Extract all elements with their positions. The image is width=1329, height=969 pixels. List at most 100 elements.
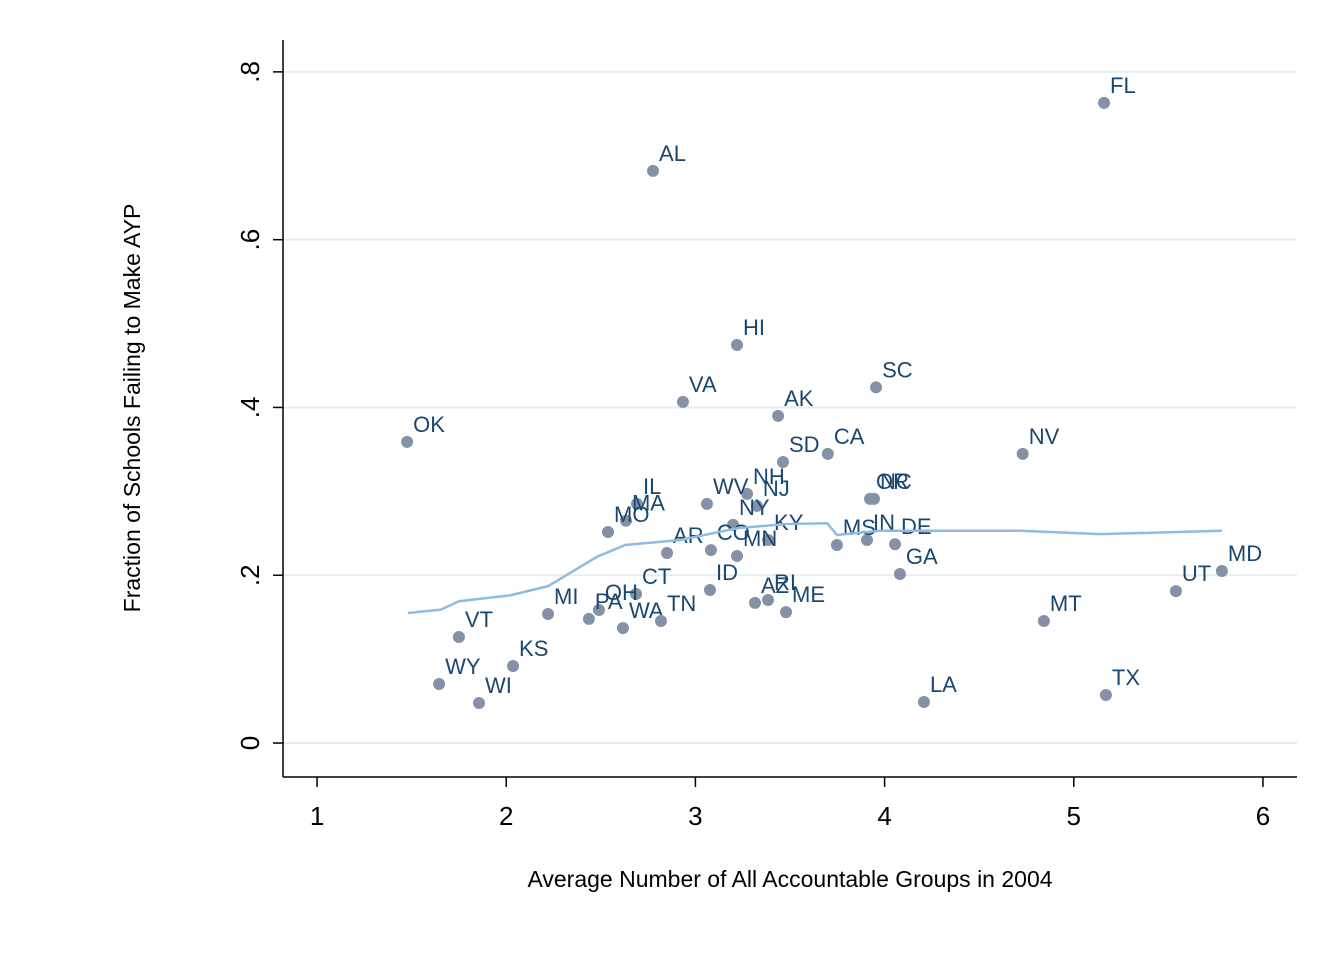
point-label: NC — [880, 469, 912, 494]
point — [582, 612, 595, 625]
point — [860, 534, 873, 547]
point-label: DE — [901, 514, 932, 539]
point-label: NJ — [763, 476, 790, 501]
point — [870, 381, 883, 394]
point — [704, 544, 717, 557]
point — [772, 409, 785, 422]
point — [1215, 565, 1228, 578]
point-label: MA — [632, 491, 665, 516]
point — [700, 497, 713, 510]
x-tick-label: 5 — [1067, 801, 1081, 831]
point-label: CO — [717, 520, 750, 545]
point — [749, 596, 762, 609]
x-tick-label: 4 — [877, 801, 891, 831]
point — [1016, 447, 1029, 460]
point — [830, 539, 843, 552]
y-tick-label: .2 — [235, 564, 265, 586]
point — [731, 549, 744, 562]
point-label: MN — [743, 526, 777, 551]
point-label: FL — [1110, 73, 1136, 98]
point-label: CA — [834, 424, 865, 449]
y-axis-title: Fraction of Schools Failing to Make AYP — [119, 204, 145, 613]
point — [821, 447, 834, 460]
point-label: IN — [873, 510, 895, 535]
point-label: OR — [876, 469, 909, 494]
point-label: UT — [1182, 561, 1211, 586]
y-tick-label: .6 — [235, 229, 265, 251]
point-label: NY — [739, 495, 770, 520]
point-label: MI — [554, 584, 578, 609]
point-label: MO — [614, 502, 649, 527]
point-label: MS — [843, 515, 876, 540]
point-label: PA — [595, 589, 623, 614]
x-tick-label: 2 — [499, 801, 513, 831]
y-tick-label: .4 — [235, 397, 265, 419]
point-label: AZ — [761, 573, 789, 598]
point — [630, 497, 643, 510]
point-label: MD — [1228, 541, 1262, 566]
point-label: OH — [605, 580, 638, 605]
point — [507, 660, 520, 673]
point — [703, 584, 716, 597]
x-tick-label: 6 — [1256, 801, 1270, 831]
point-label: TN — [667, 591, 696, 616]
point-label: WV — [713, 474, 749, 499]
x-tick-label: 1 — [310, 801, 324, 831]
point-label: HI — [743, 315, 765, 340]
point-label: OK — [413, 412, 445, 437]
point-label: TX — [1112, 665, 1140, 690]
point — [741, 487, 754, 500]
point-label: CT — [642, 564, 671, 589]
point-label: KY — [774, 510, 804, 535]
point — [654, 614, 667, 627]
point-label: AL — [659, 141, 686, 166]
point-label: NV — [1029, 424, 1060, 449]
x-tick-label: 3 — [688, 801, 702, 831]
point-label: WY — [445, 654, 481, 679]
point — [616, 622, 629, 635]
point — [1169, 585, 1182, 598]
fit-line — [407, 521, 1222, 615]
point — [472, 697, 485, 710]
point-label: ID — [716, 560, 738, 585]
point — [1037, 614, 1050, 627]
point-label: VT — [465, 607, 493, 632]
y-tick-label: 0 — [235, 736, 265, 750]
point — [762, 534, 775, 547]
point — [762, 593, 775, 606]
point — [602, 525, 615, 538]
point-label: AK — [784, 386, 814, 411]
point — [888, 538, 901, 551]
point — [676, 395, 689, 408]
point-label: MT — [1050, 591, 1082, 616]
point — [1099, 689, 1112, 702]
point — [867, 492, 880, 505]
point — [780, 606, 793, 619]
point — [542, 607, 555, 620]
point — [893, 567, 906, 580]
point-label: RI — [774, 570, 796, 595]
point — [661, 547, 674, 560]
point — [630, 588, 643, 601]
point-label: NH — [753, 464, 785, 489]
point — [401, 435, 414, 448]
x-axis-title: Average Number of All Accountable Groups… — [527, 866, 1052, 892]
point — [619, 514, 632, 527]
point-label: SC — [882, 357, 913, 382]
point-label: VA — [689, 372, 717, 397]
point-label: ME — [792, 582, 825, 607]
point-label: WI — [485, 673, 512, 698]
point-label: GA — [906, 544, 938, 569]
y-tick-label: .8 — [235, 61, 265, 83]
point — [750, 499, 763, 512]
point-label: KS — [519, 636, 548, 661]
point — [917, 695, 930, 708]
point — [592, 603, 605, 616]
point-label: IL — [643, 474, 661, 499]
point-label: SD — [789, 432, 820, 457]
point — [777, 455, 790, 468]
point — [647, 164, 660, 177]
point — [1098, 96, 1111, 109]
point-label: LA — [930, 672, 957, 697]
